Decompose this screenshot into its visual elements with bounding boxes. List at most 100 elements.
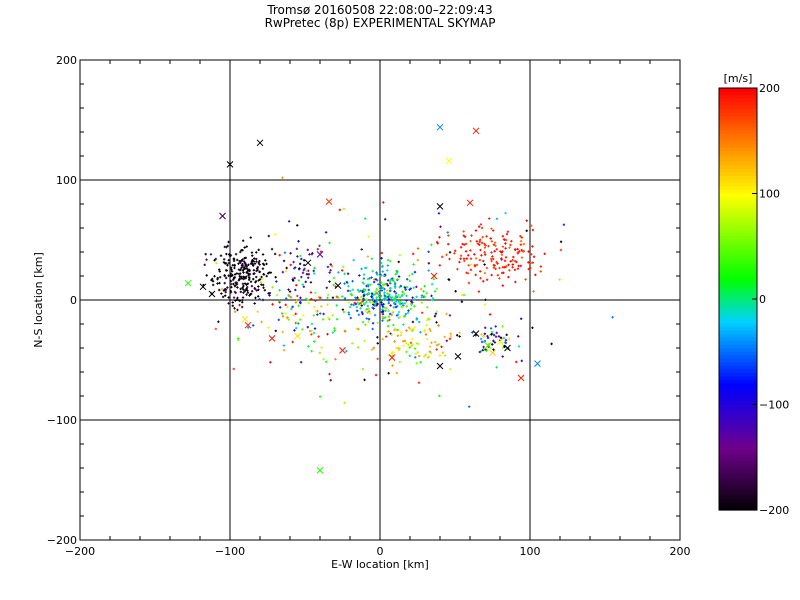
data-point <box>397 293 400 297</box>
data-point <box>398 360 401 364</box>
data-point <box>291 340 294 344</box>
data-point <box>310 252 314 256</box>
data-point <box>238 275 241 278</box>
data-point <box>366 304 369 308</box>
data-point <box>384 309 387 312</box>
data-point <box>295 299 299 303</box>
data-point <box>501 346 505 350</box>
data-point <box>441 351 445 354</box>
colorbar-band <box>719 439 757 444</box>
data-point <box>475 263 479 267</box>
data-point <box>375 296 378 299</box>
data-point <box>237 268 241 271</box>
data-point <box>374 373 378 377</box>
data-point <box>233 310 237 313</box>
data-point <box>398 253 402 257</box>
colorbar-band <box>719 253 757 258</box>
data-point <box>328 241 331 245</box>
data-point <box>235 272 239 275</box>
colorbar-band <box>719 204 757 209</box>
data-point <box>258 259 261 263</box>
data-point <box>258 270 261 274</box>
data-point <box>318 296 322 300</box>
data-point <box>302 285 306 288</box>
data-point <box>356 288 360 292</box>
data-point <box>503 238 506 241</box>
data-point <box>411 337 414 341</box>
colorbar-tick-label: −200 <box>759 504 789 517</box>
data-point <box>392 351 395 354</box>
data-point <box>293 267 296 270</box>
data-point <box>398 296 402 299</box>
data-point <box>233 290 237 294</box>
data-point <box>252 272 255 276</box>
data-point <box>302 314 305 317</box>
data-point <box>488 217 491 220</box>
data-point <box>403 339 407 343</box>
colorbar-band <box>719 277 757 283</box>
data-point <box>483 332 487 336</box>
data-point <box>397 260 400 264</box>
data-point <box>391 310 394 313</box>
data-point <box>252 324 255 327</box>
data-point <box>411 252 415 256</box>
data-point <box>494 244 497 248</box>
data-point <box>484 326 487 329</box>
data-point <box>376 279 379 282</box>
data-point <box>289 263 292 267</box>
data-point <box>490 227 493 230</box>
colorbar-band <box>719 379 757 384</box>
data-point <box>285 266 288 270</box>
data-point <box>229 272 232 276</box>
data-point <box>388 289 392 293</box>
colorbar-band <box>719 186 757 191</box>
data-point <box>221 295 225 299</box>
data-point <box>214 327 218 331</box>
colorbar-band <box>719 460 757 465</box>
data-point <box>398 315 402 319</box>
data-point <box>335 304 338 307</box>
chart-title-line1: Tromsø 20160508 22:08:00–22:09:43 <box>266 3 492 17</box>
data-point <box>380 294 383 298</box>
data-point <box>399 331 403 334</box>
data-point <box>490 240 494 243</box>
data-point <box>498 277 501 280</box>
data-point <box>307 301 310 305</box>
data-point <box>292 314 296 317</box>
data-point <box>415 285 418 289</box>
data-point <box>370 295 373 298</box>
data-point <box>437 324 440 327</box>
data-point <box>495 248 499 251</box>
data-point <box>210 278 213 282</box>
data-point <box>376 357 379 361</box>
data-point <box>381 270 384 273</box>
data-point <box>361 281 365 284</box>
data-point <box>405 294 408 298</box>
data-point <box>383 306 386 309</box>
data-point <box>511 265 514 269</box>
data-point <box>378 274 381 278</box>
data-point <box>430 294 433 298</box>
data-point <box>454 290 457 293</box>
data-point <box>437 343 441 346</box>
data-point <box>249 236 252 239</box>
data-point <box>230 274 234 277</box>
data-point <box>431 298 434 302</box>
data-point <box>257 285 260 288</box>
data-point <box>280 312 284 315</box>
colorbar-band <box>719 235 757 240</box>
data-point <box>399 334 403 337</box>
data-point <box>250 284 254 288</box>
data-point <box>449 334 453 338</box>
data-point <box>277 299 281 303</box>
data-point <box>249 280 253 283</box>
data-point <box>224 294 227 297</box>
colorbar-band <box>719 432 757 437</box>
data-point <box>530 224 533 227</box>
data-point <box>360 267 363 271</box>
data-point <box>487 244 490 248</box>
data-point <box>446 231 449 234</box>
data-point <box>371 327 374 331</box>
data-point <box>375 298 378 302</box>
data-point <box>531 326 534 330</box>
